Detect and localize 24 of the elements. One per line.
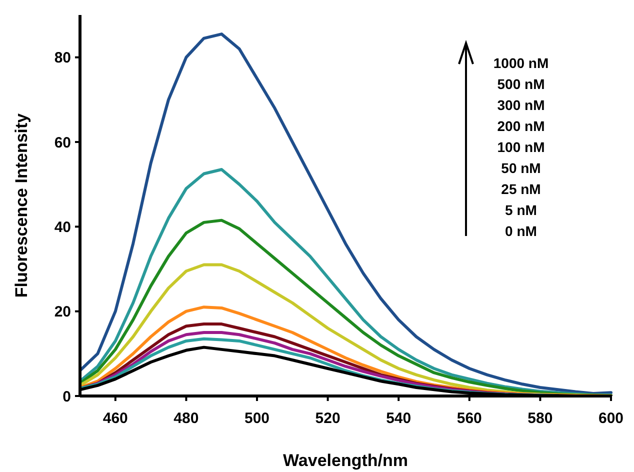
x-axis-title: Wavelength/nm [283,451,408,470]
annotation: 25 nM [501,180,541,197]
x-tick-label: 460 [102,410,128,427]
x-tick-label: 560 [456,410,482,427]
x-tick-label: 540 [386,410,412,427]
annotation: 300 nM [497,96,545,113]
y-tick-label: 80 [54,50,71,67]
x-tick-label: 580 [528,410,553,427]
annotation: 1000 nM [493,54,549,71]
annotation: 5 nM [505,202,537,218]
x-tick-label: 500 [244,410,270,427]
annotation: 50 nM [501,160,541,176]
x-tick-label: 480 [174,410,199,427]
x-tick-label: 520 [315,410,340,427]
annotation: 0 nM [505,222,537,239]
annotation: 100 nM [497,138,545,155]
annotation: 500 nM [497,76,545,92]
y-tick-label: 0 [62,388,71,406]
y-axis-title: Fluorescence Intensity [12,112,31,298]
y-tick-label: 40 [54,218,71,236]
annotation: 200 nM [497,118,545,134]
x-tick-label: 600 [598,410,624,427]
y-tick-label: 60 [54,134,71,152]
y-tick-label: 20 [54,304,71,321]
